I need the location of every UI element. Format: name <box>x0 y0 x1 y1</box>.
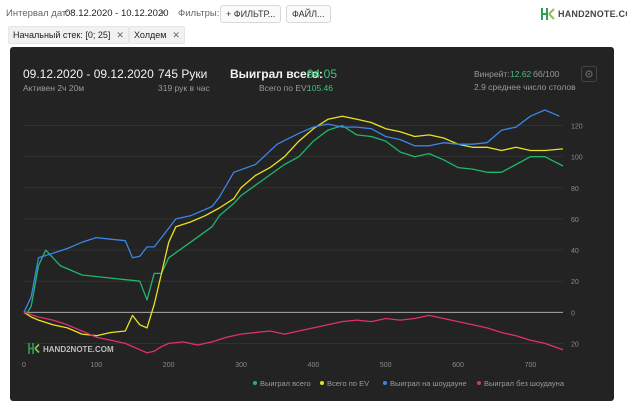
legend-marker <box>477 381 481 385</box>
filter-chip-stack[interactable]: Начальный стек: [0; 25] ✕ <box>8 26 129 44</box>
winrate-value: 12.62 <box>510 69 532 79</box>
hands-count: 745 Руки <box>158 67 208 81</box>
graph-panel: 09.12.2020 - 09.12.2020 Активен 2ч 20м 7… <box>10 47 614 401</box>
y-tick-label: 20 <box>571 341 579 348</box>
logo-icon <box>541 8 555 20</box>
date-range: 09.12.2020 - 09.12.2020 <box>23 67 154 81</box>
x-tick-label: 700 <box>525 362 537 369</box>
y-tick-label: 100 <box>571 155 583 162</box>
y-tick-label: 20 <box>571 279 579 286</box>
winrate-label: Винрейт: <box>474 69 510 79</box>
x-tick-label: 400 <box>308 362 320 369</box>
avg-tables: 2.9 среднее число столов <box>474 82 576 92</box>
legend-marker <box>383 381 387 385</box>
x-tick-label: 500 <box>380 362 392 369</box>
add-filter-button[interactable]: + ФИЛЬТР... <box>220 5 282 23</box>
filters-label: Фильтры: <box>178 8 220 19</box>
x-tick-label: 600 <box>452 362 464 369</box>
legend-marker <box>320 381 324 385</box>
top-toolbar: Интервал дат: 08.12.2020 - 10.12.2020 ▼ … <box>0 0 627 26</box>
close-icon[interactable]: ✕ <box>116 30 124 40</box>
watermark-logo-icon <box>28 343 34 354</box>
y-tick-label: 0 <box>571 310 575 317</box>
series-line <box>23 109 560 313</box>
x-tick-label: 200 <box>163 362 175 369</box>
close-icon[interactable]: ✕ <box>172 30 180 40</box>
watermark-text: HAND2NOTE.COM <box>43 345 114 354</box>
settings-button[interactable] <box>581 66 597 82</box>
ev-value: 105.46 <box>307 83 333 93</box>
won-total-value: 94.05 <box>307 67 338 81</box>
y-tick-label: 40 <box>571 248 579 255</box>
won-total-label: Выиграл всего: <box>230 67 323 81</box>
active-time: Активен 2ч 20м <box>23 83 85 93</box>
x-tick-label: 0 <box>22 362 26 369</box>
watermark-logo-icon <box>34 343 40 354</box>
hands-per-hour: 319 рук в час <box>158 83 210 93</box>
chevron-down-icon[interactable]: ▼ <box>159 10 166 17</box>
brand-logo: HAND2NOTE.COM <box>541 7 627 21</box>
filter-chip-label: Начальный стек: [0; 25] <box>13 30 111 40</box>
legend-entry: Всего по EV <box>327 379 369 388</box>
series-line <box>23 311 564 354</box>
filter-chip-label: Холдем <box>134 30 167 40</box>
series-line <box>23 115 564 337</box>
gear-icon <box>585 70 593 78</box>
legend-entry: Выиграл без шоудауна <box>484 379 565 388</box>
interval-value[interactable]: 08.12.2020 - 10.12.2020 <box>65 8 169 19</box>
y-tick-label: 120 <box>571 124 583 131</box>
y-tick-label: 80 <box>571 186 579 193</box>
ev-label: Всего по EV: <box>259 83 309 93</box>
logo-text: HAND2NOTE.COM <box>558 9 627 19</box>
interval-label: Интервал дат: <box>6 8 69 19</box>
x-tick-label: 300 <box>235 362 247 369</box>
legend-entry: Выиграл на шоудауне <box>390 379 467 388</box>
legend-entry: Выиграл всего <box>260 379 311 388</box>
legend-marker <box>253 381 257 385</box>
series-line <box>24 124 564 313</box>
y-tick-label: 60 <box>571 217 579 224</box>
filter-chip-holdem[interactable]: Холдем ✕ <box>129 26 185 44</box>
file-button[interactable]: ФАЙЛ... <box>286 5 331 23</box>
x-tick-label: 100 <box>91 362 103 369</box>
winrate-unit: бб/100 <box>533 69 560 79</box>
